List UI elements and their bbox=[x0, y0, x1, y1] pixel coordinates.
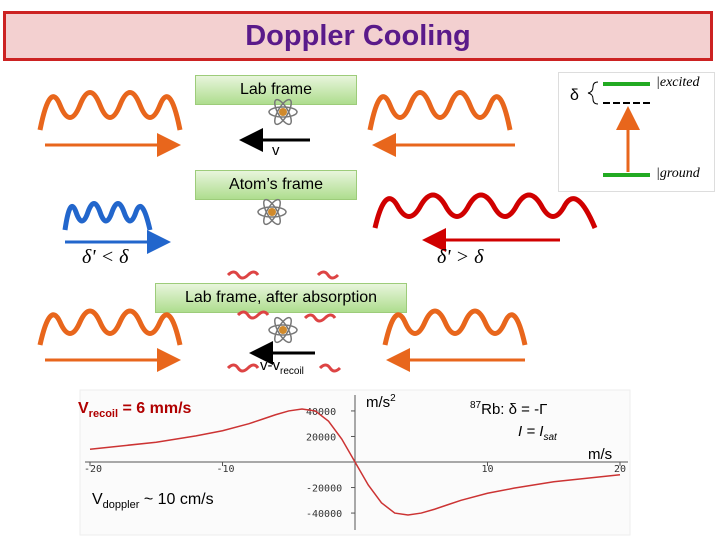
rb-line1: 87Rb: δ = -Γ bbox=[470, 395, 557, 421]
y-tick-label: 20000 bbox=[306, 432, 336, 443]
delta-prime-less: δ' < δ bbox=[82, 246, 129, 268]
atom-icon bbox=[268, 98, 298, 126]
v-doppler-label: Vdoppler ~ 10 cm/s bbox=[92, 491, 214, 511]
v-recoil-main: V bbox=[78, 400, 89, 417]
atom-icon bbox=[268, 316, 298, 344]
excited-label: |excited bbox=[656, 75, 700, 90]
rb-line2-text: I = I bbox=[518, 423, 544, 440]
x-tick-label: 10 bbox=[482, 464, 494, 475]
atoms-frame-label: Atom’s frame bbox=[195, 170, 357, 200]
wave-red bbox=[372, 192, 598, 229]
wave-blue bbox=[62, 201, 153, 231]
v-doppler-main: V bbox=[92, 491, 103, 508]
after-absorption-label: Lab frame, after absorption bbox=[155, 283, 407, 313]
y-tick-label: -20000 bbox=[306, 484, 342, 495]
velocity-after-main: v-v bbox=[260, 357, 280, 374]
title-banner: Doppler Cooling bbox=[3, 11, 713, 61]
force-units-label: m/s2 bbox=[366, 393, 396, 411]
v-recoil-value: = 6 mm/s bbox=[118, 400, 192, 417]
wave-left-lab bbox=[37, 90, 183, 131]
v-doppler-sub: doppler bbox=[102, 499, 140, 512]
delta-prime-greater: δ' > δ bbox=[437, 246, 484, 268]
force-units-sup: 2 bbox=[390, 393, 396, 404]
ground-label: |ground bbox=[656, 166, 700, 181]
atom-icon bbox=[257, 198, 287, 226]
energy-level-diagram bbox=[558, 72, 715, 192]
velocity-after-sub: recoil bbox=[280, 366, 304, 377]
y-tick-label: -40000 bbox=[306, 509, 342, 520]
x-tick-label: -10 bbox=[217, 464, 235, 475]
v-recoil-label: Vrecoil = 6 mm/s bbox=[78, 400, 191, 420]
force-curve bbox=[89, 408, 621, 516]
rb-line2: I = Isat bbox=[470, 421, 557, 449]
rb-sup: 87 bbox=[470, 400, 482, 411]
x-tick-label: 20 bbox=[614, 464, 626, 475]
page-title: Doppler Cooling bbox=[245, 20, 471, 52]
delta-bracket bbox=[587, 81, 599, 105]
rb-conditions: 87Rb: δ = -Γ I = Isat bbox=[470, 395, 557, 449]
v-doppler-value: ~ 10 cm/s bbox=[139, 491, 214, 508]
wave-left-after bbox=[37, 308, 183, 346]
delta-label: δ bbox=[570, 87, 579, 104]
force-units-main: m/s bbox=[366, 394, 391, 411]
velocity-label: v bbox=[272, 142, 280, 159]
rb-line1-text: Rb: δ = -Γ bbox=[481, 401, 548, 418]
rb-line2-sub: sat bbox=[543, 432, 557, 443]
y-tick-label: 40000 bbox=[306, 407, 336, 418]
x-tick-label: -20 bbox=[84, 464, 102, 475]
emission-wavelets bbox=[226, 270, 342, 373]
wave-right-lab bbox=[367, 90, 513, 131]
v-recoil-sub: recoil bbox=[88, 408, 119, 421]
velocity-after-label: v-vrecoil bbox=[260, 357, 304, 377]
velocity-units-label: m/s bbox=[588, 446, 613, 463]
force-plot: -20 -10 10 20 40000 20000 -20000 -40000 bbox=[79, 389, 631, 536]
wave-right-after bbox=[382, 308, 528, 346]
